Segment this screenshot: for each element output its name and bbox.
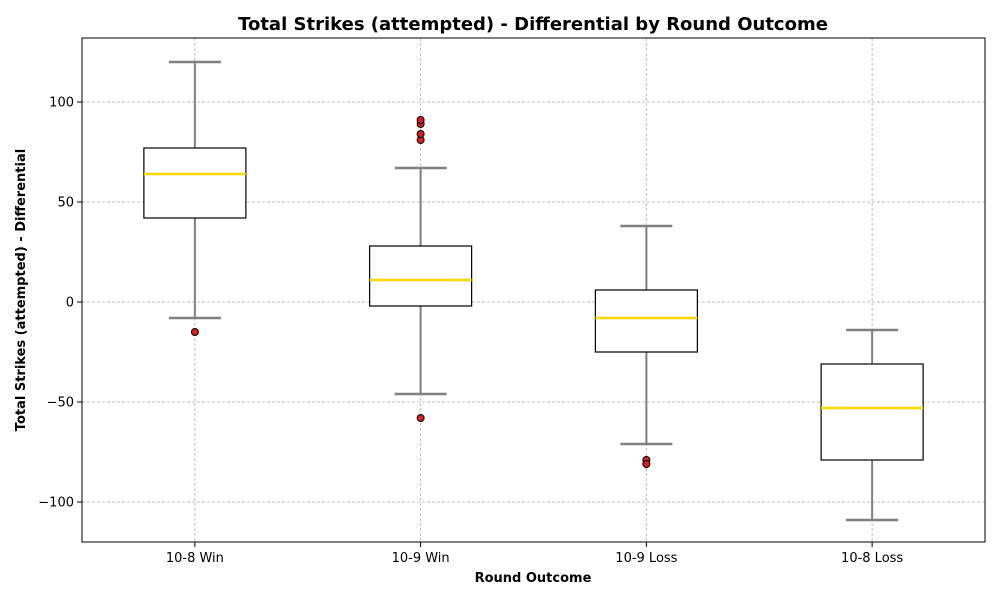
outlier-point — [416, 130, 425, 138]
box-iqr — [594, 289, 698, 353]
y-tick-label: 100 — [49, 96, 74, 111]
x-axis-ticks: 10-8 Win 10-9 Win 10-9 Loss 10-8 Loss — [166, 542, 903, 566]
plot-frame — [81, 37, 986, 543]
box-iqr — [369, 245, 473, 307]
y-axis-ticks: −100 −50 0 50 100 — [38, 96, 82, 511]
box-group — [820, 328, 924, 522]
x-tick-label: 10-8 Loss — [841, 551, 903, 566]
grid-lines — [82, 38, 985, 542]
x-tick-label: 10-9 Loss — [615, 551, 677, 566]
box-group — [594, 224, 698, 468]
outlier-point — [416, 116, 425, 124]
box-group — [143, 60, 247, 336]
outlier-point — [416, 414, 425, 422]
y-tick-label: 0 — [66, 296, 74, 311]
x-tick-label: 10-9 Win — [392, 551, 450, 566]
box-group — [369, 116, 473, 422]
outlier-point — [642, 460, 651, 468]
box-iqr — [820, 363, 924, 461]
box-iqr — [143, 147, 247, 219]
x-axis-label: Round Outcome — [475, 571, 592, 586]
y-axis-label: Total Strikes (attempted) - Differential — [14, 149, 29, 431]
y-tick-label: −50 — [47, 396, 74, 411]
y-tick-label: 50 — [57, 196, 74, 211]
boxes-layer — [143, 60, 924, 522]
outlier-point — [190, 328, 199, 336]
y-tick-label: −100 — [38, 496, 74, 511]
x-tick-label: 10-8 Win — [166, 551, 224, 566]
chart-title: Total Strikes (attempted) - Differential… — [238, 14, 828, 35]
